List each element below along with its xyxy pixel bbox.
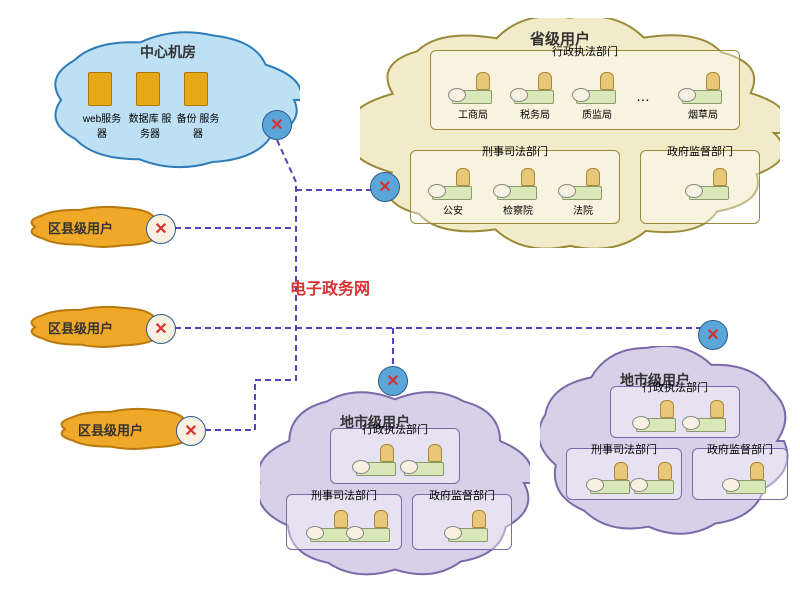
user-province-0-2 [572, 72, 622, 104]
user-province-1-2 [558, 168, 608, 200]
server-label-2: 备份 服务器 [174, 110, 222, 140]
user-city2-0-0 [632, 400, 682, 432]
user-label: 税务局 [508, 106, 562, 121]
user-city1-0-0 [352, 444, 402, 476]
server-label-0: web服务器 [78, 110, 126, 140]
router-county3: ✕ [176, 416, 206, 446]
user-city1-1-1 [346, 510, 396, 542]
router-arrows-icon: ✕ [184, 421, 197, 441]
router-county1: ✕ [146, 214, 176, 244]
server-1 [136, 72, 164, 112]
router-arrows-icon: ✕ [154, 219, 167, 239]
server-0 [88, 72, 116, 112]
router-county2: ✕ [146, 314, 176, 344]
router-arrows-icon: ✕ [706, 325, 719, 345]
user-province-2-0 [685, 168, 735, 200]
router-arrows-icon: ✕ [386, 371, 399, 391]
router-arrows-icon: ✕ [154, 319, 167, 339]
subbox-title-province-2: 政府监督部门 [660, 143, 740, 159]
subbox-title-province-0: 行政执法部门 [545, 43, 625, 59]
router-city2: ✕ [698, 320, 728, 350]
ellipsis-icon: … [636, 88, 650, 104]
subbox-title-city1-0: 行政执法部门 [355, 421, 435, 437]
user-label: 工商局 [446, 106, 500, 121]
cloud-title-county2: 区县级用户 [48, 318, 113, 337]
user-province-0-3 [678, 72, 728, 104]
center-network-label: 电子政务网 [290, 275, 370, 299]
subbox-title-city2-1: 刑事司法部门 [584, 441, 664, 457]
user-city1-0-1 [400, 444, 450, 476]
user-province-1-1 [493, 168, 543, 200]
user-city2-2-0 [722, 462, 772, 494]
server-label-1: 数据库 服务器 [126, 110, 174, 140]
subbox-title-city1-2: 政府监督部门 [422, 487, 502, 503]
cloud-title-datacenter: 中心机房 [140, 42, 196, 62]
user-province-1-0 [428, 168, 478, 200]
user-label: 公安 [426, 202, 480, 217]
router-arrows-icon: ✕ [270, 115, 283, 135]
user-label: 法院 [556, 202, 610, 217]
user-city2-1-0 [586, 462, 636, 494]
router-province: ✕ [370, 172, 400, 202]
subbox-title-city2-2: 政府监督部门 [700, 441, 780, 457]
user-city1-2-0 [444, 510, 494, 542]
router-city1: ✕ [378, 366, 408, 396]
user-city2-0-1 [682, 400, 732, 432]
user-province-0-1 [510, 72, 560, 104]
cloud-title-county1: 区县级用户 [48, 218, 113, 237]
cloud-title-county3: 区县级用户 [78, 420, 143, 439]
user-city2-1-1 [630, 462, 680, 494]
user-label: 质监局 [570, 106, 624, 121]
user-label: 烟草局 [676, 106, 730, 121]
server-2 [184, 72, 212, 112]
router-arrows-icon: ✕ [378, 177, 391, 197]
router-datacenter: ✕ [262, 110, 292, 140]
user-province-0-0 [448, 72, 498, 104]
subbox-title-province-1: 刑事司法部门 [475, 143, 555, 159]
user-label: 检察院 [491, 202, 545, 217]
subbox-title-city1-1: 刑事司法部门 [304, 487, 384, 503]
subbox-title-city2-0: 行政执法部门 [635, 379, 715, 395]
